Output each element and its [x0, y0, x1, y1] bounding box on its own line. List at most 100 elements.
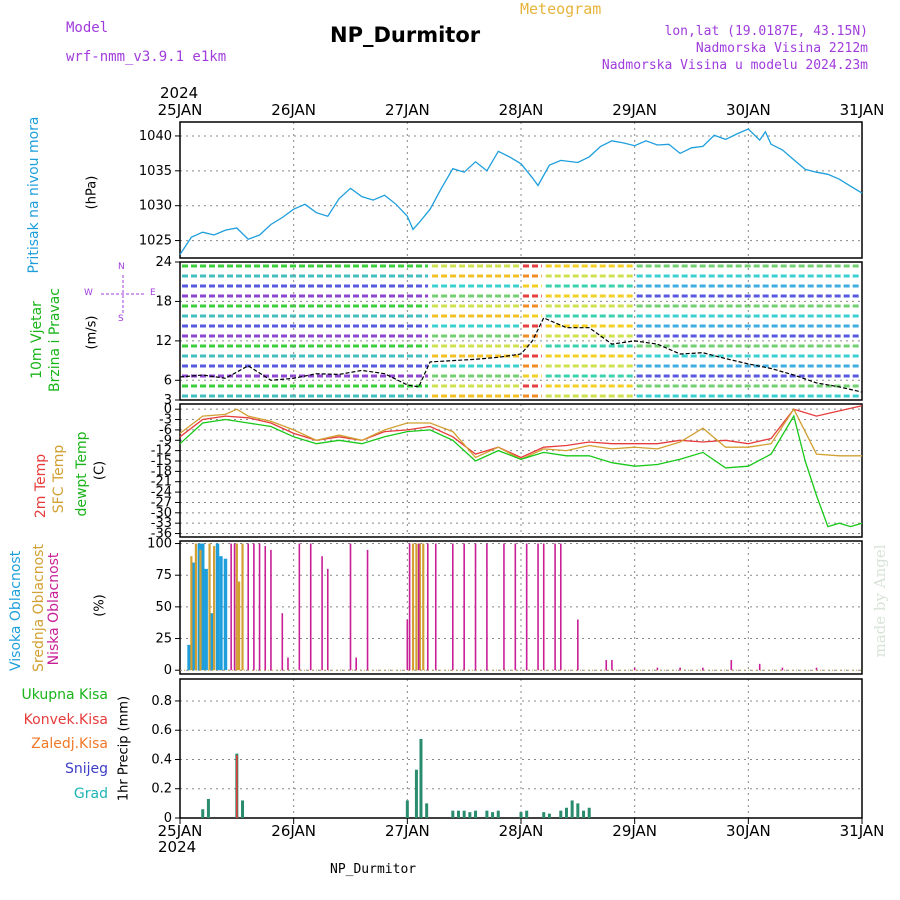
precip-bar: [241, 800, 245, 818]
precip-bar: [451, 810, 455, 818]
footer-station: NP_Durmitor: [330, 862, 417, 877]
precip-bar: [485, 810, 489, 818]
high-cloud-bar: [210, 613, 214, 671]
low-cloud-bar: [730, 660, 733, 671]
low-cloud-bar: [679, 667, 681, 671]
y-tick-label: 18: [155, 294, 172, 309]
mid-cloud-bar: [194, 543, 198, 671]
model-value: wrf-nmm_v3.9.1 e1km: [66, 49, 227, 65]
low-cloud-bar: [815, 667, 818, 671]
low-cloud-bar: [554, 543, 556, 671]
mid-cloud-bar: [241, 543, 244, 671]
x-tick-label-top: 26JAN: [271, 101, 316, 119]
low-cloud-bar: [233, 543, 236, 671]
precip-bar: [201, 809, 205, 818]
y-tick-label: -15: [151, 454, 172, 469]
pressure-panel-frame: [179, 121, 863, 259]
compass-north: N: [118, 262, 125, 272]
y-tick-label: -18: [151, 464, 172, 479]
mid-cloud-bar: [208, 543, 211, 671]
sfc-temp-line: [179, 407, 862, 461]
precip-bar: [425, 803, 429, 818]
low-cloud-bar: [349, 543, 352, 671]
x-tick-label-top: 28JAN: [499, 101, 544, 119]
low-cloud-bar: [408, 543, 411, 671]
high-cloud-bar: [215, 543, 220, 671]
x-tick-label-top: 30JAN: [726, 101, 771, 119]
y-tick-label: 0.4: [151, 752, 172, 767]
x-tick-label-top: 31JAN: [840, 101, 885, 119]
year-top: 2024: [160, 84, 199, 102]
low-cloud-bar: [264, 546, 267, 671]
precip-bar: [582, 810, 586, 818]
low-cloud-bar: [605, 660, 608, 671]
low-cloud-bar: [247, 543, 249, 671]
y-tick-label: 0.2: [151, 782, 172, 797]
y-tick-label: -12: [151, 444, 172, 459]
high-cloud-bar: [197, 543, 202, 671]
low-cloud-bar: [287, 657, 289, 671]
low-cloud-bar: [656, 667, 659, 671]
y-tick-label: -6: [159, 423, 172, 438]
precip-bar: [570, 800, 574, 818]
low-cloud-bar: [270, 549, 272, 671]
y-tick-label: 75: [155, 568, 172, 583]
low-cloud-bar: [326, 568, 329, 671]
precip-bar: [405, 800, 409, 818]
y-tick-label: 6: [164, 373, 172, 388]
low-cloud-bar: [463, 543, 465, 671]
y-tick-label: 1030: [139, 199, 172, 214]
precip-bar: [468, 812, 472, 818]
y-tick-label: 100: [147, 537, 172, 552]
elevation-label: Nadmorska Visina 2212m: [695, 41, 868, 56]
x-tick-label-top: 29JAN: [612, 101, 657, 119]
precip-bar: [496, 810, 500, 818]
y-tick-label: 1025: [139, 234, 172, 249]
temperature-panel-frame: [179, 403, 863, 538]
low-cloud-bar: [542, 543, 545, 671]
high-cloud-bar: [187, 644, 191, 671]
compass-east: E: [150, 288, 156, 298]
y-tick-label: -27: [151, 495, 172, 510]
convective-precip-bar: [236, 755, 238, 818]
y-tick-label: 0.8: [151, 694, 172, 709]
mid-cloud-bar: [213, 546, 216, 671]
meteogram-label: Meteogram: [520, 0, 602, 18]
low-cloud-bar: [537, 543, 539, 671]
high-cloud-bar: [204, 568, 208, 671]
low-cloud-bar: [230, 543, 232, 671]
y-tick-label: -21: [151, 475, 172, 490]
precip-bar: [542, 812, 546, 818]
x-tick-label-bottom: 29JAN: [612, 822, 657, 840]
precip-bar: [206, 798, 210, 818]
x-tick-label-top: 25JAN: [158, 101, 203, 119]
y-tick-label: 0: [164, 663, 172, 678]
x-tick-label-bottom: 28JAN: [499, 822, 544, 840]
low-cloud-bar: [355, 657, 357, 671]
mid-cloud-bar: [418, 543, 421, 671]
low-cloud-bar: [281, 613, 284, 671]
mid-cloud-bar: [238, 581, 241, 671]
pressure-line: [179, 128, 863, 255]
model-elevation-label: Nadmorska Visina u modelu 2024.23m: [601, 58, 868, 73]
precip-bar: [564, 807, 568, 818]
low-cloud-bar: [781, 667, 784, 671]
high-cloud-bar: [191, 562, 196, 671]
precip-bar: [559, 810, 563, 818]
y-tick-label: 1040: [139, 129, 172, 144]
low-cloud-bar: [611, 660, 613, 671]
low-cloud-bar: [452, 543, 454, 671]
low-cloud-bar: [633, 667, 636, 671]
mid-cloud-bar: [235, 543, 238, 671]
mid-cloud-bar: [422, 543, 425, 671]
cloud-panel-frame: [179, 540, 863, 675]
precip-bar: [519, 812, 523, 818]
y-tick-label: 24: [155, 255, 172, 270]
low-cloud-bar: [758, 663, 761, 671]
low-cloud-bar: [486, 543, 488, 671]
x-tick-label-bottom: 25JAN: [158, 822, 203, 840]
precip-bar: [419, 738, 423, 818]
y-tick-label: 25: [155, 632, 172, 647]
legend-ukupna: Ukupna Kisa: [21, 687, 108, 703]
